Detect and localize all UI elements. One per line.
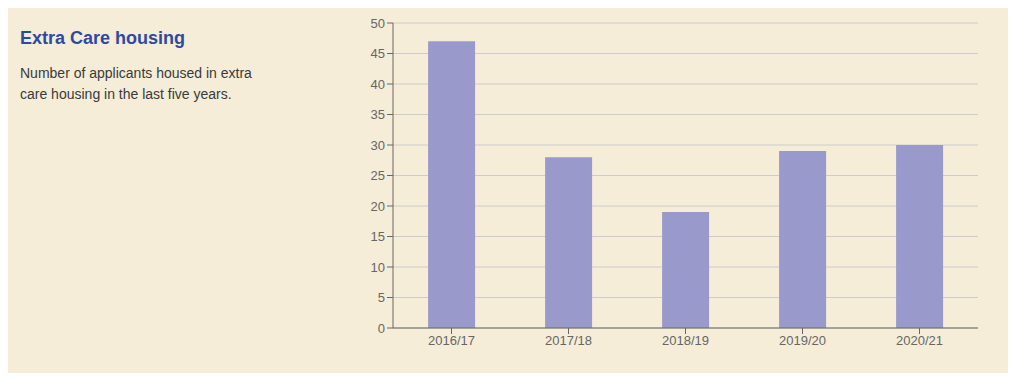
svg-text:2018/19: 2018/19	[662, 333, 709, 348]
svg-text:2017/18: 2017/18	[545, 333, 592, 348]
svg-text:35: 35	[371, 107, 385, 122]
html-text:Extra Care housing: Extra Care housing	[20, 28, 185, 48]
svg-text:45: 45	[371, 46, 385, 61]
svg-text:10: 10	[371, 260, 385, 275]
svg-text:5: 5	[378, 290, 385, 305]
svg-text:50: 50	[371, 16, 385, 31]
svg-text:2016/17: 2016/17	[428, 333, 475, 348]
svg-text:30: 30	[371, 138, 385, 153]
svg-text:20: 20	[371, 199, 385, 214]
svg-text:0: 0	[378, 321, 385, 336]
html-text:Number of applicants housed in: Number of applicants housed in extra car…	[20, 65, 252, 102]
svg-text:15: 15	[371, 229, 385, 244]
svg-text:2019/20: 2019/20	[779, 333, 826, 348]
svg-text:40: 40	[371, 77, 385, 92]
svg-text:25: 25	[371, 168, 385, 183]
svg-text:2020/21: 2020/21	[896, 333, 943, 348]
